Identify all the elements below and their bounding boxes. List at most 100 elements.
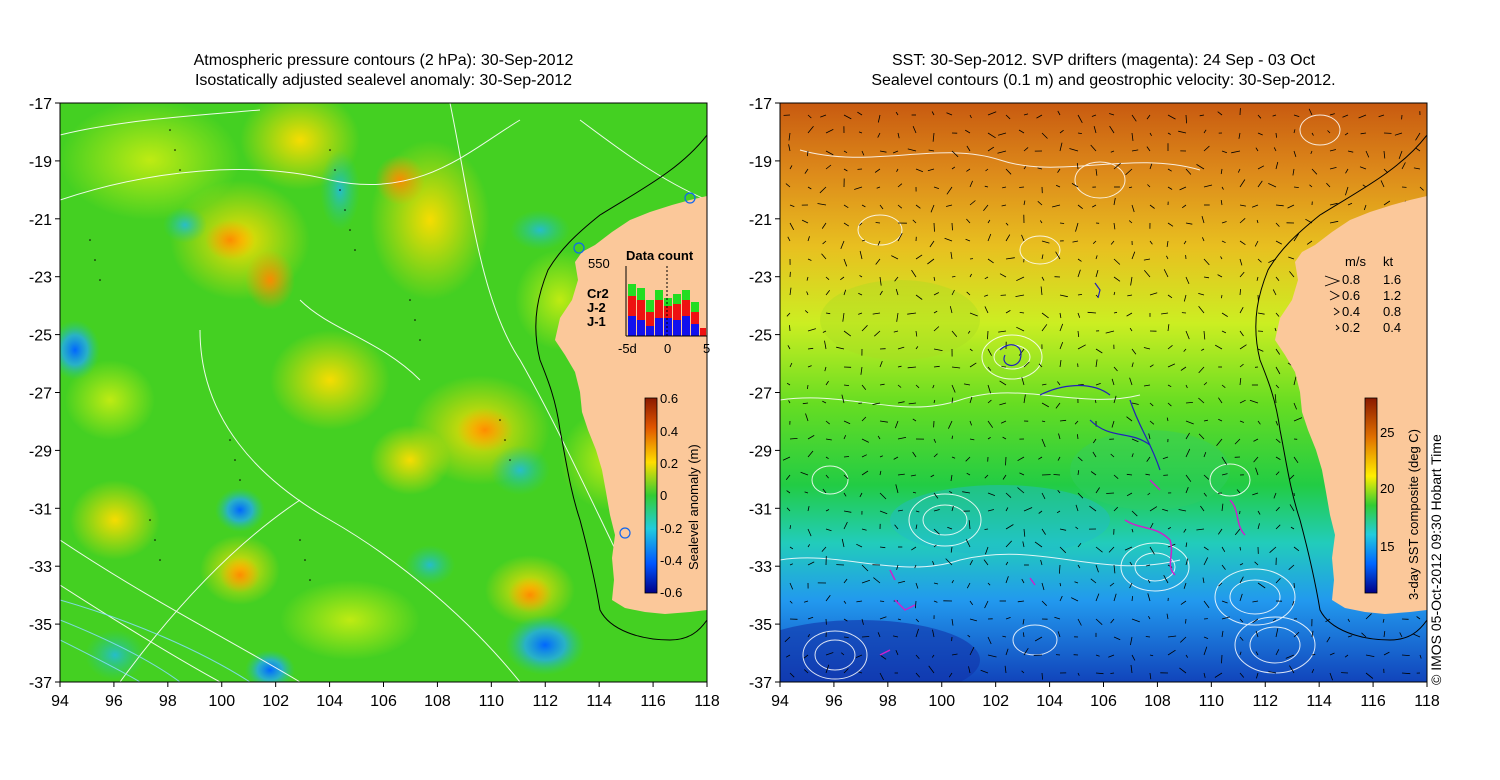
velocity-arrow <box>1329 202 1338 206</box>
sla-colorbar-tick: 0 <box>660 488 667 503</box>
velocity-arrow <box>1274 327 1277 332</box>
velocity-arrow <box>895 111 899 116</box>
velocity-arrow <box>1023 528 1026 537</box>
velocity-arrow <box>1022 618 1025 625</box>
velocity-arrow <box>965 238 971 242</box>
velocity-arrow <box>1074 581 1079 584</box>
velocity-arrow <box>1149 402 1154 407</box>
velocity-arrow <box>879 510 888 515</box>
velocity-arrow <box>786 382 791 386</box>
velocity-arrow <box>1288 564 1295 570</box>
velocity-arrow <box>857 111 863 116</box>
velocity-arrow <box>843 578 848 584</box>
velocity-arrow <box>1255 467 1259 476</box>
velocity-arrow <box>987 132 996 139</box>
velocity-arrow <box>1293 456 1299 464</box>
velocity-arrow <box>1095 654 1100 657</box>
velocity-arrow <box>1326 636 1331 643</box>
velocity-arrow <box>933 222 935 232</box>
velocity-arrow <box>803 654 809 659</box>
sla-colorbar-tick: 0.4 <box>660 424 678 439</box>
velocity-arrow <box>1252 618 1259 624</box>
velocity-arrow <box>789 525 791 530</box>
velocity-arrow <box>1201 348 1205 351</box>
station-label: 550 <box>588 256 610 271</box>
velocity-arrow <box>1401 654 1410 656</box>
velocity-arrow <box>984 600 989 609</box>
velocity-arrow <box>841 394 845 404</box>
velocity-arrow <box>825 474 829 479</box>
velocity-arrow <box>1185 114 1187 124</box>
velocity-arrow <box>1147 492 1151 496</box>
velocity-arrow <box>843 258 848 267</box>
velocity-arrow <box>1075 526 1079 530</box>
velocity-arrow <box>951 618 954 626</box>
velocity-arrow <box>1095 618 1103 625</box>
velocity-arrow <box>1257 510 1261 515</box>
velocity-arrow <box>965 539 971 548</box>
velocity-arrow <box>1004 665 1007 674</box>
velocity-arrow <box>879 276 882 286</box>
left-lat-tick-label: -37 <box>29 675 52 692</box>
velocity-arrow <box>1041 492 1046 500</box>
velocity-arrow <box>789 362 793 368</box>
velocity-arrow <box>1105 330 1115 334</box>
velocity-arrow <box>1234 438 1241 445</box>
velocity-arrow <box>933 276 936 281</box>
velocity-arrow <box>1145 636 1151 638</box>
velocity-arrow <box>1221 654 1223 664</box>
velocity-arrow <box>1076 163 1079 170</box>
velocity-arrow <box>1021 234 1025 242</box>
velocity-arrow <box>843 618 848 622</box>
velocity-arrow <box>1360 132 1367 135</box>
velocity-arrow <box>1183 240 1187 245</box>
velocity-arrow <box>897 233 903 242</box>
velocity-arrow <box>1293 582 1295 588</box>
velocity-arrow <box>1180 636 1187 643</box>
velocity-arrow <box>966 145 971 152</box>
velocity-legend-ms: 0.4 <box>1342 304 1360 319</box>
velocity-arrow <box>1053 474 1061 476</box>
right-lon-tick-label: 118 <box>1414 693 1440 710</box>
velocity-arrow <box>1383 200 1391 206</box>
velocity-arrow <box>1289 504 1295 512</box>
velocity-arrow <box>1129 561 1133 566</box>
velocity-arrow <box>859 492 863 498</box>
velocity-arrow <box>1059 564 1061 574</box>
velocity-arrow <box>879 470 882 476</box>
velocity-arrow <box>1239 289 1241 296</box>
right-title-line1: SST: 30-Sep-2012. SVP drifters (magenta)… <box>891 52 1316 69</box>
velocity-arrow <box>1149 292 1158 296</box>
velocity-arrow <box>1239 344 1247 350</box>
velocity-arrow <box>1239 546 1241 551</box>
velocity-arrow <box>1383 150 1386 159</box>
velocity-arrow <box>1203 451 1207 458</box>
velocity-arrow <box>1037 167 1043 170</box>
svp-drifters-blue <box>999 282 1161 471</box>
velocity-arrow <box>1257 312 1265 315</box>
velocity-arrow <box>858 312 863 315</box>
velocity-arrow <box>879 360 883 368</box>
velocity-arrow <box>1203 184 1213 188</box>
velocity-arrow <box>928 149 935 152</box>
velocity-arrow <box>879 290 883 296</box>
velocity-arrow <box>1179 186 1187 191</box>
velocity-arrow <box>1126 416 1133 422</box>
velocity-arrow <box>1275 649 1280 656</box>
velocity-arrow <box>824 340 827 350</box>
velocity-arrow <box>969 200 976 206</box>
velocity-arrow <box>1306 240 1313 245</box>
velocity-arrow <box>1249 399 1259 404</box>
velocity-arrow <box>1147 184 1151 188</box>
velocity-arrow <box>786 490 791 494</box>
velocity-arrow <box>951 150 959 158</box>
velocity-arrow <box>987 509 994 512</box>
velocity-arrow <box>1239 563 1244 566</box>
velocity-arrow <box>1126 492 1133 497</box>
velocity-arrow <box>998 330 1007 333</box>
velocity-arrow <box>1167 527 1171 530</box>
velocity-arrow <box>1036 114 1043 119</box>
velocity-arrow <box>951 435 953 440</box>
velocity-arrow <box>879 492 887 500</box>
velocity-arrow <box>879 616 887 620</box>
